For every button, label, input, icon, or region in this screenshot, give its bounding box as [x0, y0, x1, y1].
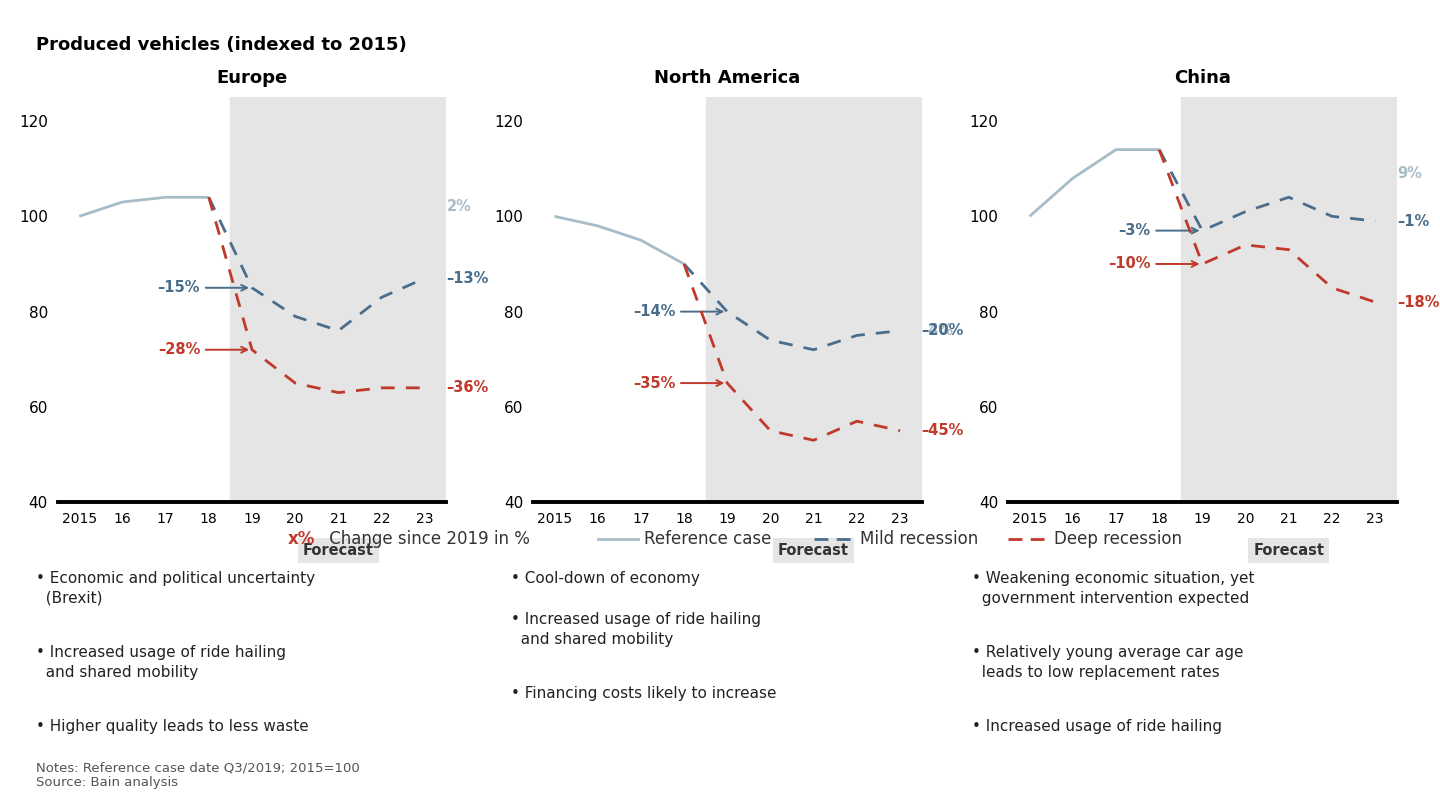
- Text: • Cool-down of economy: • Cool-down of economy: [511, 571, 700, 586]
- Text: Notes: Reference case date Q3/2019; 2015=100
Source: Bain analysis: Notes: Reference case date Q3/2019; 2015…: [36, 761, 360, 790]
- Text: 2%: 2%: [446, 199, 471, 215]
- Text: • Relatively young average car age
  leads to low replacement rates: • Relatively young average car age leads…: [972, 646, 1244, 680]
- Text: Deep recession: Deep recession: [1054, 530, 1182, 548]
- Text: –15%: –15%: [157, 280, 248, 296]
- Text: Forecast: Forecast: [778, 543, 850, 558]
- Text: –35%: –35%: [634, 376, 723, 390]
- Text: –18%: –18%: [1397, 295, 1440, 309]
- Text: Mild recession: Mild recession: [860, 530, 978, 548]
- Text: –45%: –45%: [922, 424, 963, 438]
- Text: • Increased usage of ride hailing
  and shared mobility: • Increased usage of ride hailing and sh…: [36, 646, 287, 680]
- Text: Produced vehicles (indexed to 2015): Produced vehicles (indexed to 2015): [36, 36, 406, 54]
- Text: Forecast: Forecast: [302, 543, 374, 558]
- Text: –4%: –4%: [922, 323, 953, 338]
- Text: • Economic and political uncertainty
  (Brexit): • Economic and political uncertainty (Br…: [36, 571, 315, 606]
- Text: • Increased usage of ride hailing: • Increased usage of ride hailing: [972, 719, 1223, 735]
- Text: 9%: 9%: [1397, 166, 1421, 181]
- Title: Europe: Europe: [216, 70, 288, 87]
- Bar: [706, 97, 922, 502]
- Title: North America: North America: [654, 70, 801, 87]
- Text: –13%: –13%: [446, 271, 488, 286]
- Bar: [1181, 97, 1397, 502]
- Text: –28%: –28%: [158, 343, 248, 357]
- Text: –1%: –1%: [1397, 214, 1428, 228]
- Text: Change since 2019 in %: Change since 2019 in %: [324, 530, 530, 548]
- Text: –20%: –20%: [922, 323, 963, 338]
- Text: • Increased usage of ride hailing
  and shared mobility: • Increased usage of ride hailing and sh…: [511, 612, 762, 647]
- Text: Reference case: Reference case: [644, 530, 770, 548]
- Text: • Higher quality leads to less waste: • Higher quality leads to less waste: [36, 719, 308, 735]
- Text: –36%: –36%: [446, 381, 488, 395]
- Title: China: China: [1174, 70, 1231, 87]
- Text: • Weakening economic situation, yet
  government intervention expected: • Weakening economic situation, yet gove…: [972, 571, 1254, 606]
- Text: –10%: –10%: [1107, 257, 1198, 271]
- Text: –3%: –3%: [1119, 223, 1198, 238]
- Text: –14%: –14%: [634, 304, 723, 319]
- Text: Forecast: Forecast: [1253, 543, 1325, 558]
- Bar: [230, 97, 446, 502]
- Text: x%: x%: [288, 530, 315, 548]
- Text: • Financing costs likely to increase: • Financing costs likely to increase: [511, 686, 776, 701]
